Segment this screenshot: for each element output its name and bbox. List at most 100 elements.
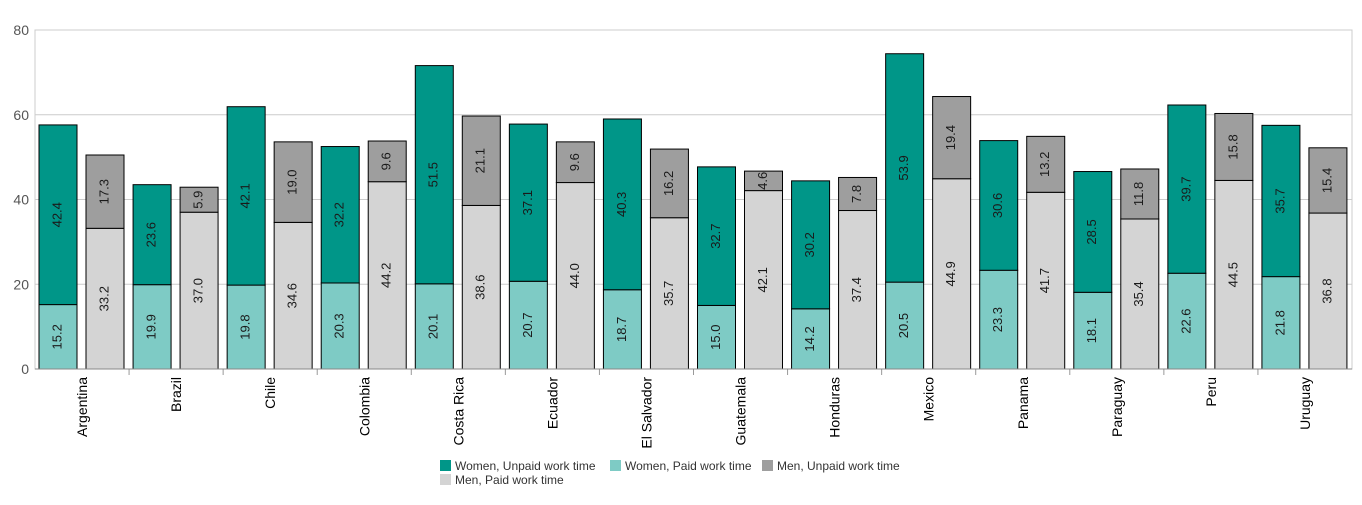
bar-men-segment[interactable] — [1308, 147, 1348, 214]
bar-men-segment[interactable] — [367, 181, 407, 370]
bar-men-segment[interactable] — [179, 186, 219, 213]
bar-men-segment[interactable] — [1026, 191, 1066, 370]
x-category-label: Paraguay — [1109, 377, 1125, 437]
data-label: 18.7 — [614, 317, 629, 342]
data-label: 5.9 — [191, 191, 206, 209]
data-label: 15.2 — [49, 324, 64, 349]
x-category-label: Chile — [262, 377, 278, 409]
data-label: 19.8 — [238, 314, 253, 339]
x-category-label: Guatemala — [733, 377, 749, 446]
bar-men-segment[interactable] — [273, 141, 313, 223]
bar-women-segment[interactable] — [885, 281, 925, 370]
bar-women-segment[interactable] — [320, 282, 360, 370]
data-label: 35.4 — [1131, 281, 1146, 306]
bar-men-segment[interactable] — [744, 170, 783, 192]
bar-women-segment[interactable] — [602, 118, 642, 291]
data-label: 16.2 — [661, 171, 676, 196]
y-tick-label: 0 — [21, 361, 29, 377]
bar-women-segment[interactable] — [791, 180, 831, 310]
bar-men-segment[interactable] — [1214, 112, 1254, 181]
bar-women-segment[interactable] — [602, 289, 642, 370]
data-label: 21.8 — [1272, 310, 1287, 335]
bar-men-segment[interactable] — [85, 154, 125, 229]
bar-men-segment[interactable] — [461, 115, 501, 206]
data-label: 42.1 — [755, 267, 770, 292]
bar-women-segment[interactable] — [132, 284, 172, 370]
bar-men-segment[interactable] — [179, 211, 219, 370]
data-label: 41.7 — [1037, 268, 1052, 293]
bar-women-segment[interactable] — [38, 304, 78, 370]
x-category-label: El Salvador — [638, 377, 654, 449]
data-label: 53.9 — [896, 155, 911, 180]
bar-men-segment[interactable] — [838, 176, 878, 212]
x-category-label: Mexico — [921, 377, 937, 422]
bar-women-segment[interactable] — [885, 53, 925, 283]
x-category-label: Ecuador — [544, 377, 560, 429]
bar-men-segment[interactable] — [1120, 168, 1160, 220]
y-tick-label: 80 — [13, 22, 29, 38]
bar-women-segment[interactable] — [697, 166, 736, 306]
bar-women-segment[interactable] — [1167, 104, 1207, 274]
data-label: 44.5 — [1225, 262, 1240, 287]
data-label: 17.3 — [96, 179, 111, 204]
y-tick-label: 60 — [13, 107, 29, 123]
x-category-label: Panama — [1015, 377, 1031, 429]
bar-men-segment[interactable] — [932, 178, 972, 370]
bar-men-segment[interactable] — [555, 141, 595, 184]
bar-women-segment[interactable] — [697, 304, 736, 370]
bar-women-segment[interactable] — [1073, 291, 1113, 370]
data-label: 20.7 — [520, 312, 535, 337]
bar-women-segment[interactable] — [132, 184, 172, 286]
data-label: 34.6 — [285, 283, 300, 308]
bar-women-segment[interactable] — [226, 106, 266, 286]
legend-label: Women, Paid work time — [625, 459, 752, 473]
bar-men-segment[interactable] — [1120, 218, 1160, 370]
data-label: 4.6 — [755, 172, 770, 190]
data-label: 42.1 — [238, 183, 253, 208]
bar-women-segment[interactable] — [320, 146, 360, 284]
legend-label: Men, Paid work time — [455, 473, 564, 487]
data-label: 30.6 — [990, 193, 1005, 218]
bar-men-segment[interactable] — [932, 96, 972, 180]
data-label: 15.4 — [1319, 168, 1334, 193]
bar-women-segment[interactable] — [791, 308, 831, 370]
bar-men-segment[interactable] — [649, 217, 689, 370]
data-label: 13.2 — [1037, 152, 1052, 177]
bar-women-segment[interactable] — [414, 283, 454, 370]
x-category-label: Uruguay — [1297, 377, 1313, 430]
bar-men-segment[interactable] — [649, 148, 689, 219]
bar-men-segment[interactable] — [1026, 135, 1066, 193]
data-label: 11.8 — [1131, 182, 1146, 206]
data-label: 39.7 — [1178, 176, 1193, 201]
x-category-label: Costa Rica — [450, 377, 466, 446]
data-label: 32.2 — [332, 202, 347, 227]
bar-women-segment[interactable] — [414, 65, 454, 285]
data-label: 15.0 — [708, 325, 723, 350]
data-label: 35.7 — [661, 281, 676, 306]
bar-women-segment[interactable] — [508, 280, 548, 370]
bar-women-segment[interactable] — [508, 123, 548, 282]
bar-men-segment[interactable] — [555, 182, 595, 370]
bar-men-segment[interactable] — [273, 221, 313, 370]
bar-men-segment[interactable] — [367, 140, 407, 183]
data-label: 42.4 — [49, 202, 64, 227]
data-label: 18.1 — [1084, 318, 1099, 343]
bar-men-segment[interactable] — [461, 204, 501, 370]
data-label: 22.6 — [1178, 308, 1193, 333]
bar-women-segment[interactable] — [979, 140, 1019, 271]
data-label: 19.9 — [144, 314, 159, 339]
bar-men-segment[interactable] — [85, 227, 125, 370]
data-label: 20.5 — [896, 313, 911, 338]
data-label: 37.1 — [520, 190, 535, 215]
data-label: 9.6 — [379, 152, 394, 170]
bar-men-segment[interactable] — [838, 210, 878, 370]
bar-men-segment[interactable] — [1214, 179, 1254, 370]
bar-women-segment[interactable] — [1261, 124, 1301, 278]
data-label: 19.4 — [943, 125, 958, 150]
bar-women-segment[interactable] — [38, 124, 78, 306]
x-category-label: Peru — [1203, 377, 1219, 407]
bar-women-segment[interactable] — [1261, 276, 1301, 370]
bar-women-segment[interactable] — [1073, 171, 1113, 293]
